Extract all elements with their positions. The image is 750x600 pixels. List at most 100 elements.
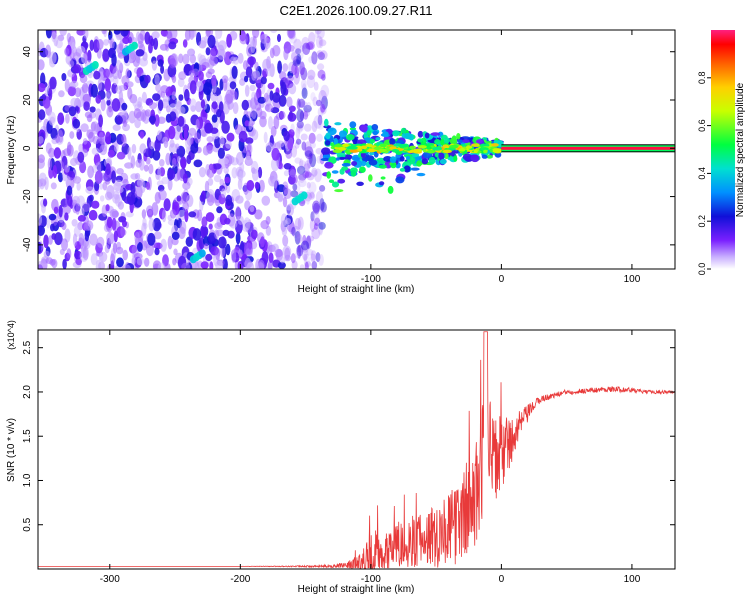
- noise-cell: [222, 229, 230, 237]
- signal-cell: [390, 163, 397, 169]
- noise-cell: [65, 113, 70, 124]
- noise-cell: [261, 195, 271, 206]
- noise-cell: [308, 181, 317, 194]
- signal-core-cell: [480, 143, 490, 147]
- noise-cell: [136, 257, 144, 266]
- noise-cell: [115, 246, 124, 255]
- noise-cell: [38, 179, 41, 191]
- noise-cell: [281, 226, 288, 236]
- signal-cell: [324, 118, 329, 127]
- noise-cell: [120, 226, 126, 237]
- noise-cell: [295, 138, 302, 145]
- noise-cell: [308, 32, 316, 45]
- noise-cell: [320, 201, 327, 213]
- noise-cell: [319, 185, 326, 192]
- noise-cell: [200, 225, 207, 238]
- noise-cell: [167, 169, 176, 181]
- noise-cell: [104, 171, 111, 185]
- y-tick-label: 40: [22, 46, 33, 58]
- noise-cell: [83, 30, 89, 39]
- noise-cell: [310, 211, 315, 222]
- noise-cell: [273, 115, 280, 130]
- noise-cell: [216, 206, 223, 214]
- noise-cell: [104, 244, 110, 254]
- noise-cell: [108, 105, 113, 113]
- carrier-line-core: [501, 146, 675, 150]
- noise-cell: [221, 188, 226, 198]
- signal-cell: [328, 179, 335, 183]
- noise-cell: [135, 31, 141, 42]
- noise-cell: [284, 247, 291, 261]
- noise-cell: [145, 181, 151, 190]
- noise-cell: [233, 91, 238, 100]
- noise-cell: [83, 101, 90, 111]
- noise-cell: [286, 44, 295, 52]
- noise-cell: [141, 209, 147, 219]
- signal-cell: [440, 138, 445, 146]
- noise-cell: [260, 220, 270, 230]
- signal-cell: [430, 132, 441, 136]
- noise-cell: [76, 182, 81, 191]
- noise-cell: [148, 217, 155, 232]
- noise-cell: [273, 175, 278, 189]
- noise-cell: [249, 56, 254, 68]
- noise-cell: [187, 49, 194, 58]
- noise-cell: [192, 228, 202, 241]
- noise-cell: [239, 33, 248, 45]
- noise-cell: [310, 250, 317, 261]
- noise-peak-cell: [300, 191, 308, 200]
- noise-cell: [268, 252, 274, 263]
- noise-cell: [192, 68, 200, 77]
- signal-core-cell: [398, 144, 408, 148]
- noise-cell: [249, 205, 255, 213]
- noise-cell: [277, 261, 286, 269]
- noise-cell: [299, 264, 305, 269]
- noise-cell: [212, 163, 222, 170]
- noise-cell: [181, 262, 190, 269]
- noise-cell: [38, 260, 43, 269]
- noise-cell: [217, 147, 225, 159]
- snr-x-label: Height of straight line (km): [298, 584, 415, 595]
- signal-core-cell: [378, 148, 387, 153]
- noise-cell: [113, 30, 121, 35]
- noise-cell: [215, 30, 223, 39]
- noise-cell: [126, 81, 134, 88]
- noise-cell: [310, 253, 317, 263]
- noise-cell: [295, 125, 301, 140]
- noise-cell: [270, 157, 280, 172]
- noise-cell: [288, 83, 297, 95]
- noise-cell: [105, 204, 110, 212]
- noise-cell: [113, 230, 118, 243]
- noise-cell: [195, 118, 200, 131]
- noise-cell: [157, 99, 164, 111]
- noise-cell: [225, 243, 231, 256]
- noise-cell: [176, 195, 182, 202]
- noise-cell: [139, 57, 149, 67]
- signal-cell: [378, 181, 385, 186]
- noise-cell: [86, 129, 94, 139]
- noise-cell: [238, 170, 244, 183]
- noise-cell: [320, 103, 326, 113]
- noise-cell: [304, 261, 309, 269]
- noise-cell: [152, 93, 161, 101]
- noise-cell: [168, 125, 176, 140]
- x-tick-label: -300: [100, 274, 120, 285]
- noise-cell: [188, 211, 197, 218]
- noise-cell: [245, 111, 253, 118]
- noise-cell: [83, 222, 91, 231]
- y-tick-label: 1.0: [22, 473, 33, 487]
- y-tick-label: 0: [22, 145, 33, 151]
- noise-cell: [116, 151, 126, 160]
- noise-cell: [122, 220, 127, 228]
- noise-cell: [276, 191, 283, 198]
- noise-cell: [134, 118, 141, 129]
- noise-cell: [122, 264, 131, 269]
- noise-cell: [267, 261, 273, 269]
- noise-cell: [120, 30, 129, 37]
- noise-cell: [298, 178, 307, 188]
- noise-cell: [72, 118, 81, 129]
- noise-cell: [102, 181, 108, 191]
- noise-cell: [307, 69, 316, 81]
- noise-cell: [217, 236, 227, 249]
- signal-cell: [421, 158, 429, 165]
